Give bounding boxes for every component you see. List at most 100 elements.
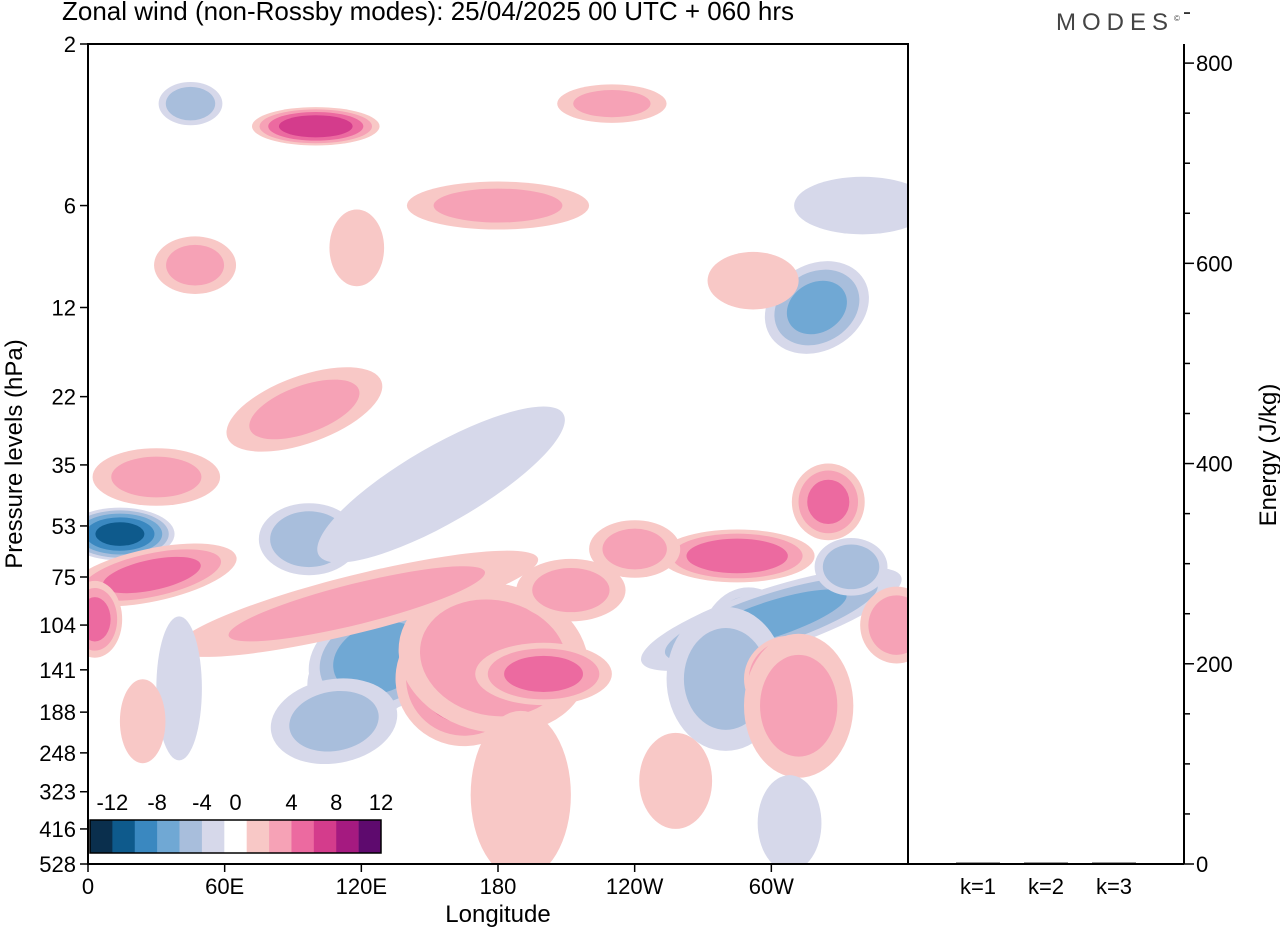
colorbar-tick-label: -4 [192,790,212,815]
energy-tick-label: 0 [1196,852,1208,877]
contour-level [760,654,838,757]
contour-level [807,479,850,525]
colorbar-swatch [224,820,247,853]
contour-level [504,655,584,692]
colorbar-tick-label: -8 [147,790,167,815]
contour-level [329,209,385,287]
energy-category-label: k=3 [1096,874,1132,899]
wind-feature [156,616,202,761]
wind-feature [158,82,223,126]
wind-feature [659,529,815,583]
wind-feature [470,710,571,864]
contour-level [822,544,880,590]
wind-feature [814,538,888,596]
modes-logo: MODES© [1056,9,1180,37]
y-tick-label: 53 [52,514,76,539]
x-axis-label: Longitude [445,901,550,928]
y-tick-label: 22 [52,385,76,410]
y-tick-label: 35 [52,453,76,478]
contour-level [165,86,216,121]
energy-tick-label: 400 [1196,452,1233,477]
colorbar-frame [89,819,382,854]
contour-level [794,176,908,235]
x-tick-label: 180 [480,874,517,899]
x-tick-label: 120E [336,874,387,899]
colorbar-swatch [201,820,225,853]
colorbar-swatch [246,820,270,853]
wind-feature [329,209,385,287]
x-tick-label: 60W [749,874,794,899]
logo-text: MODES [1056,9,1175,36]
energy-bars: k=1 k=2 k=3 [956,862,1136,899]
wind-feature [794,176,908,235]
contour-level [156,616,202,761]
wind-feature [154,236,237,294]
wind-feature [270,678,398,765]
wind-feature [707,251,799,310]
colorbar-tick-label: -12 [96,790,128,815]
heatmap-field [88,44,908,864]
chart-title: Zonal wind (non-Rossby modes): 25/04/202… [62,0,794,26]
y-tick-label: 6 [64,194,76,219]
contour-level [868,595,908,655]
wind-feature [226,367,383,452]
contour-level [249,379,360,440]
x-tick-label: 60E [205,874,244,899]
colorbar-swatch [269,820,292,853]
wind-feature [589,520,681,578]
colorbar-tick-label: 12 [369,790,393,815]
colorbar-swatch [179,820,203,853]
wind-feature [557,84,667,123]
wind-feature [860,586,908,664]
colorbar-swatch [112,820,136,853]
contour-level [786,280,847,335]
contour-level [573,90,651,118]
contour-level [88,597,111,642]
wind-feature [757,775,822,864]
wind-feature [406,181,590,230]
wind-feature [88,507,175,561]
energy-category-label: k=2 [1028,874,1064,899]
wind-feature [791,463,865,541]
y-tick-label: 12 [52,295,76,320]
colorbar-tick-label: 0 [229,790,241,815]
wind-feature [119,679,166,764]
y-tick-label: 188 [39,700,76,725]
contour-level [102,556,201,594]
colorbar-swatch [291,820,315,853]
contour-level [470,710,571,864]
colorbar-swatch [134,820,158,853]
y-tick-label: 141 [39,658,76,683]
y-axis-label: Pressure levels (hPa) [1,339,28,568]
y-tick-label: 75 [52,565,76,590]
contour-level [111,456,202,498]
wind-feature [252,107,380,146]
contour-level [757,775,822,864]
copyright-mark: © [1174,14,1180,23]
wind-feature [639,732,713,829]
contour-level [95,522,145,546]
energy-tick-label: 600 [1196,251,1233,276]
wind-feature [88,580,123,658]
wind-feature [475,642,612,706]
energy-tick-label: 200 [1196,652,1233,677]
wind-feature [516,558,626,622]
colorbar: -12 -8 -4 0 4 8 12 [86,782,393,857]
energy-tick-label: 800 [1196,51,1233,76]
contour-level [686,538,788,574]
y-tick-label: 248 [39,741,76,766]
wind-feature [175,550,539,657]
contour-level [289,690,379,752]
colorbar-tick-label: 4 [285,790,297,815]
contour-level [278,115,353,138]
y-tick-label: 2 [64,32,76,57]
colorbar-swatch [336,820,359,853]
contour-level [602,528,667,570]
contour-level [317,406,565,563]
wind-feature [744,633,854,778]
x-tick-label: 0 [82,874,94,899]
energy-category-label: k=1 [960,874,996,899]
x-tick-label: 120W [606,874,664,899]
